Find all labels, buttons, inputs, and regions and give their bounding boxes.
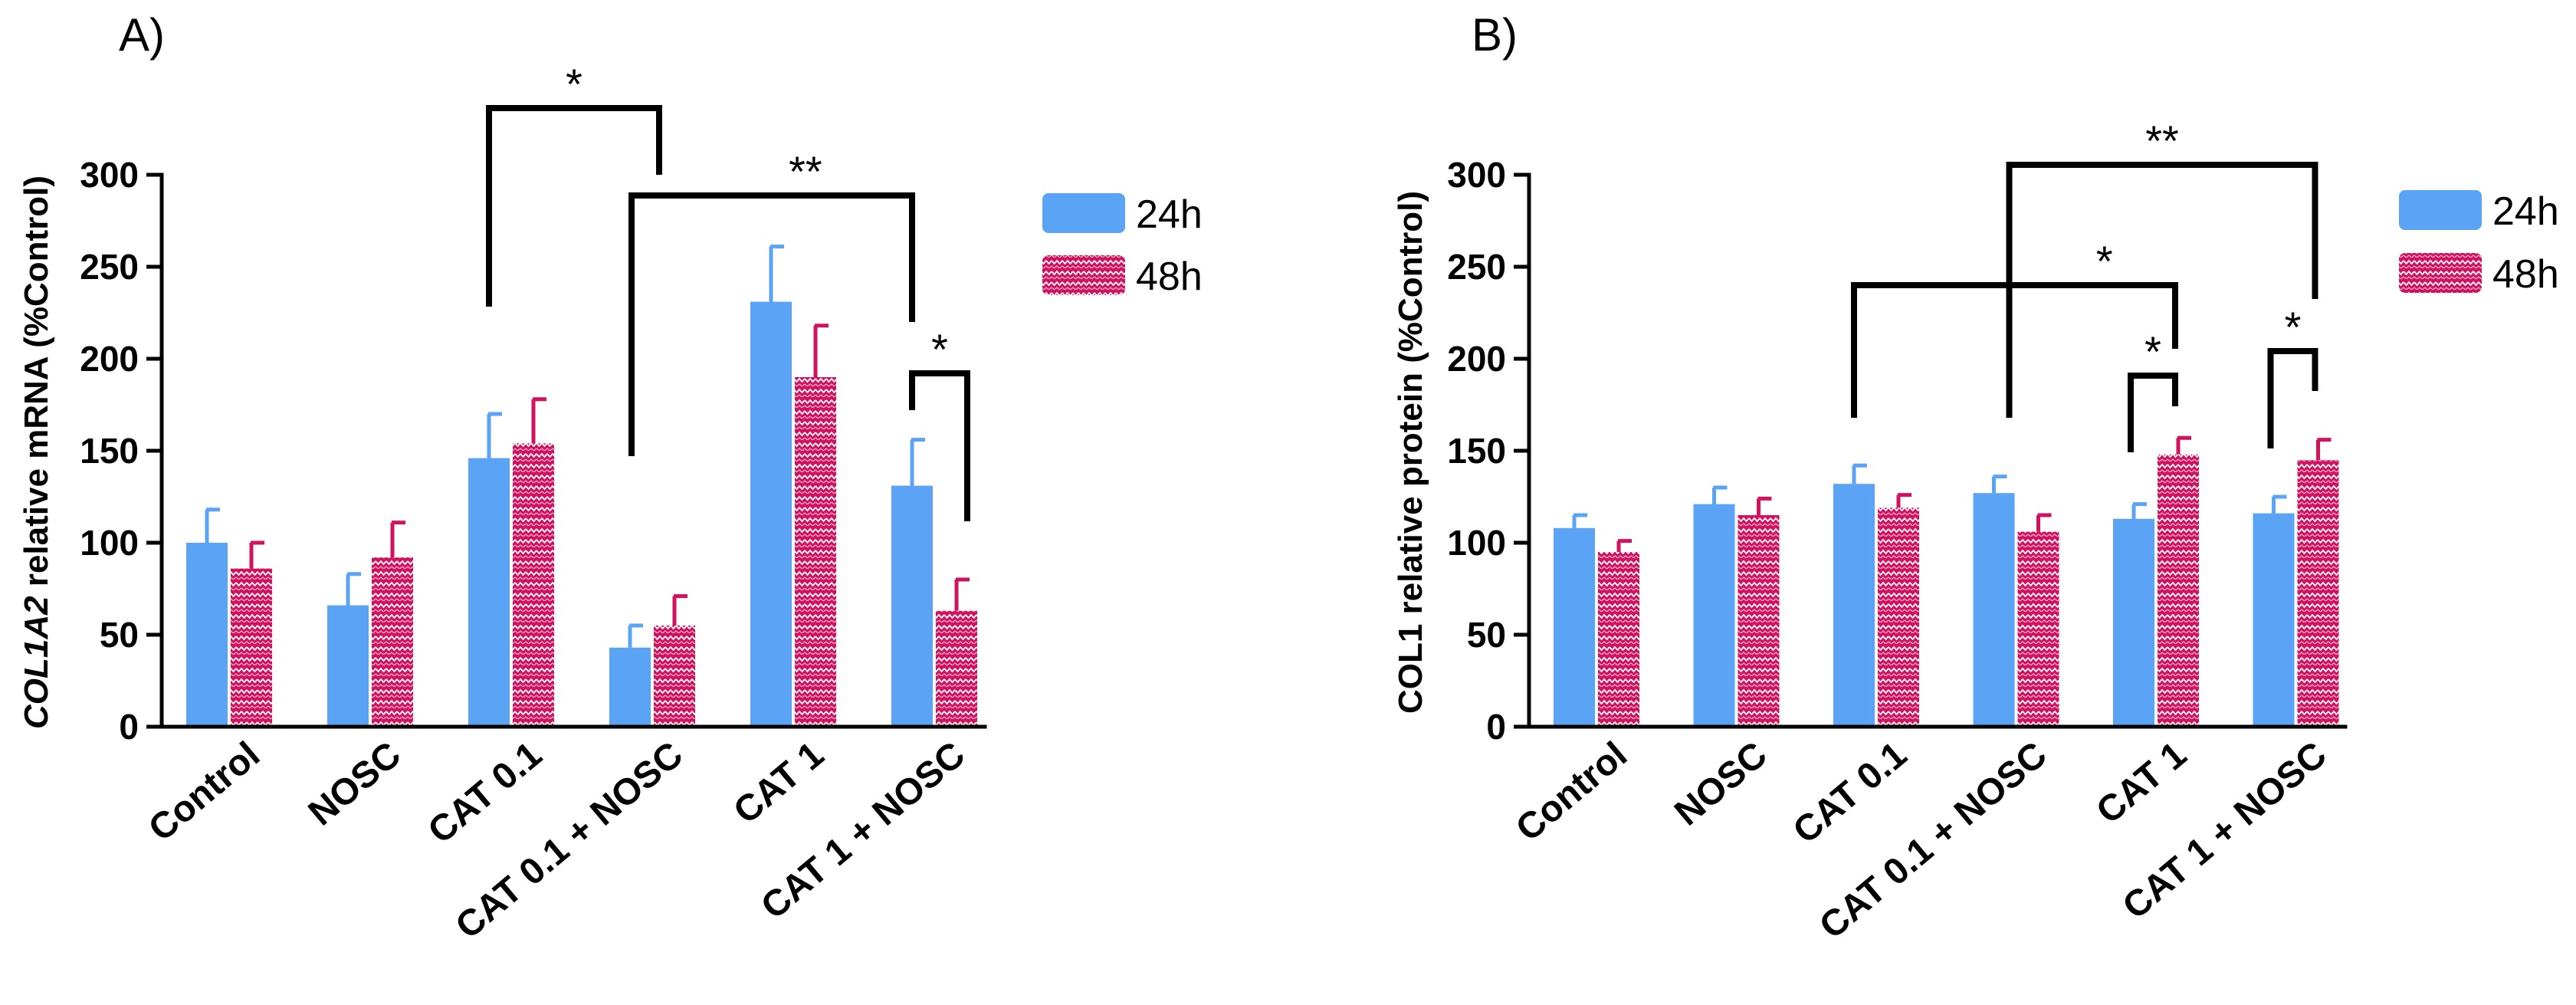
y-tick-label: 300 — [1447, 155, 1506, 195]
y-tick-label: 100 — [1447, 523, 1506, 563]
y-tick-label: 100 — [80, 523, 139, 563]
category-label: CAT 1 — [2089, 734, 2194, 832]
annotations-a: **** — [486, 60, 970, 521]
bar-48h-cat-1 — [795, 377, 836, 727]
significance-marker: * — [566, 60, 582, 108]
legend-swatch-48h-b — [2399, 253, 2482, 293]
bars-b — [1554, 435, 2339, 727]
category-label: CAT 1 — [726, 734, 832, 832]
bar-24h-cat-1 — [750, 301, 792, 727]
significance-bracket — [2128, 373, 2178, 452]
category-label: Control — [1508, 734, 1635, 849]
bar-48h-cat-0-1 — [513, 443, 554, 727]
bar-24h-cat-0-1-nosc — [609, 647, 651, 727]
bar-24h-cat-0-1 — [468, 458, 510, 727]
bar-48h-nosc — [1738, 515, 1780, 727]
legend-b: 24h 48h — [2399, 189, 2559, 297]
bar-24h-cat-1-nosc — [2253, 513, 2295, 727]
legend-a: 24h 48h — [1042, 192, 1203, 299]
significance-bracket — [628, 192, 915, 456]
legend-swatch-24h-b — [2399, 190, 2482, 230]
significance-bracket — [486, 105, 662, 307]
significance-marker: * — [2144, 327, 2161, 376]
significance-marker: * — [2096, 237, 2113, 285]
y-tick-label: 0 — [1486, 707, 1506, 747]
y-tick-label: 50 — [100, 615, 139, 655]
bar-24h-cat-1-nosc — [891, 485, 933, 727]
y-tick-label: 300 — [80, 155, 139, 195]
category-label: Control — [141, 734, 267, 849]
y-axis-label-b: COL1 relative protein (%Control) — [1392, 191, 1429, 714]
y-tick-label: 150 — [1447, 431, 1506, 471]
panel-label-a: A) — [119, 9, 165, 61]
panel-label-b: B) — [1472, 9, 1518, 61]
bar-48h-control — [1598, 552, 1639, 727]
y-tick-label: 250 — [80, 247, 139, 287]
significance-marker: * — [2285, 303, 2302, 351]
legend-label-24h-a: 24h — [1136, 192, 1203, 237]
legend-label-48h-a: 48h — [1136, 255, 1203, 299]
bar-24h-cat-1 — [2113, 518, 2154, 727]
category-label: NOSC — [301, 734, 409, 834]
bar-24h-nosc — [327, 605, 369, 727]
y-tick-label: 0 — [119, 707, 139, 747]
significance-bracket — [1851, 282, 2178, 418]
panel-a: A) COL1A2 relative mRNA (%Control) 0 50 10… — [18, 9, 1203, 947]
significance-marker: * — [931, 325, 948, 373]
significance-marker: ** — [789, 147, 822, 195]
bar-48h-cat-0-1 — [1878, 507, 1919, 727]
y-tick-label: 200 — [80, 339, 139, 379]
y-tick-label: 150 — [80, 431, 139, 471]
significance-bracket — [2267, 348, 2318, 448]
category-label: NOSC — [1667, 734, 1774, 834]
bar-24h-control — [1554, 527, 1595, 727]
bar-48h-cat-1-nosc — [936, 610, 977, 727]
bar-48h-nosc — [372, 557, 413, 727]
legend-label-48h-b: 48h — [2492, 252, 2559, 297]
bar-48h-cat-1 — [2158, 454, 2199, 727]
category-label: CAT 0.1 — [421, 734, 550, 852]
bar-24h-nosc — [1693, 504, 1735, 727]
bar-48h-cat-1-nosc — [2297, 460, 2339, 727]
legend-swatch-24h-a — [1042, 193, 1125, 233]
y-axis-label-italic-a: COL1A2 — [18, 596, 55, 729]
significance-bracket — [909, 370, 970, 521]
category-label: CAT 0.1 — [1786, 734, 1915, 852]
y-axis-label-a: COL1A2 relative mRNA (%Control) — [18, 176, 55, 729]
significance-bracket — [2006, 162, 2318, 418]
bar-24h-cat-0-1 — [1833, 484, 1875, 727]
y-tick-label: 50 — [1467, 615, 1506, 655]
bars-a — [186, 245, 977, 727]
y-axis-ticks-a: 0 50 100 150 200 250 300 — [80, 155, 162, 747]
panel-b: B) COL1 relative protein (%Control) 0 50 1… — [1392, 9, 2559, 947]
legend-label-24h-b: 24h — [2492, 189, 2559, 234]
y-axis-ticks-b: 0 50 100 150 200 250 300 — [1447, 155, 1529, 747]
bar-48h-cat-0-1-nosc — [654, 626, 695, 727]
category-label: CAT 0.1 + NOSC — [1812, 734, 2054, 947]
bar-48h-control — [231, 568, 272, 727]
significance-marker: ** — [2145, 117, 2179, 165]
y-axis-label-rest-a: relative mRNA (%Control) — [18, 176, 55, 596]
bar-24h-cat-0-1-nosc — [1973, 493, 2015, 727]
y-tick-label: 250 — [1447, 247, 1506, 287]
bar-24h-control — [186, 543, 228, 727]
bar-48h-cat-0-1-nosc — [2017, 531, 2059, 727]
y-tick-label: 200 — [1447, 339, 1506, 379]
legend-swatch-48h-a — [1042, 255, 1125, 295]
annotations-b: ***** — [1851, 117, 2318, 452]
